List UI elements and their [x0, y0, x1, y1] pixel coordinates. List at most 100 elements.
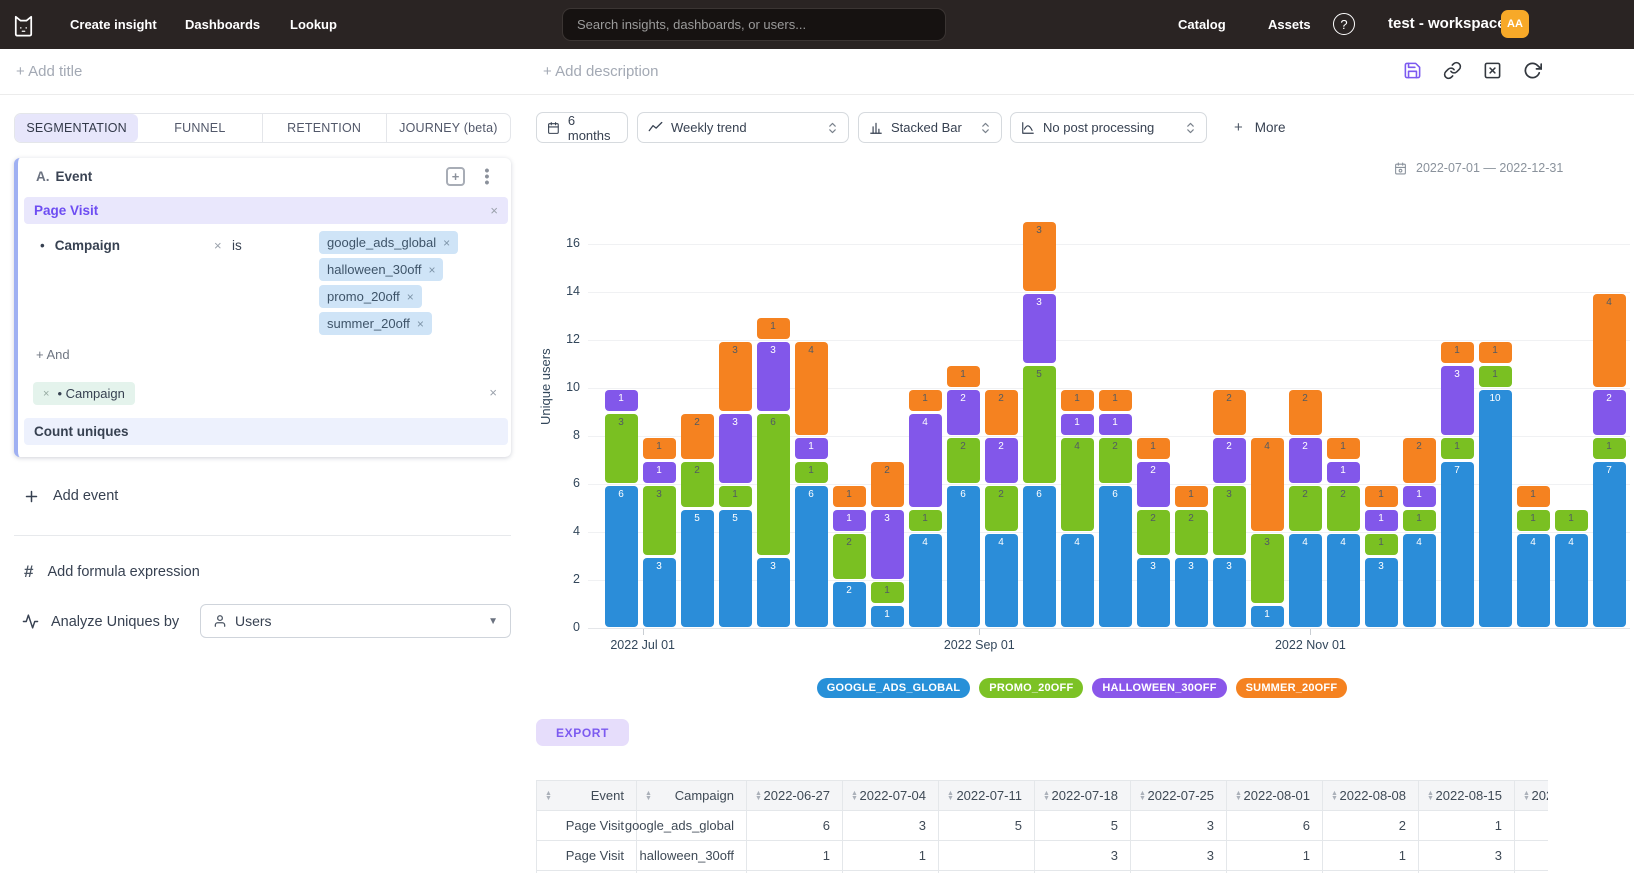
bar-segment[interactable]: 6 — [605, 486, 638, 627]
bar-segment[interactable]: 2 — [1213, 438, 1246, 483]
remove-value-icon[interactable]: × — [443, 236, 450, 250]
bar-segment[interactable]: 4 — [1251, 438, 1284, 531]
bar-segment[interactable]: 1 — [1441, 438, 1474, 459]
bar-segment[interactable]: 4 — [1061, 438, 1094, 531]
table-header-cell[interactable]: ▲▼Event — [537, 781, 637, 811]
tab-segmentation[interactable]: SEGMENTATION — [15, 114, 138, 142]
filter-property[interactable]: •Campaign — [40, 238, 120, 253]
close-square-icon[interactable] — [1483, 61, 1503, 81]
bar-segment[interactable]: 1 — [1365, 534, 1398, 555]
bar-segment[interactable]: 1 — [1061, 414, 1094, 435]
bar-segment[interactable]: 3 — [719, 342, 752, 411]
nav-assets[interactable]: Assets — [1268, 17, 1311, 32]
bar-segment[interactable]: 6 — [757, 414, 790, 555]
bar-segment[interactable]: 2 — [985, 486, 1018, 531]
bar-segment[interactable]: 1 — [1555, 510, 1588, 531]
aggregation-selector[interactable]: Count uniques — [24, 418, 508, 445]
bar-segment[interactable]: 1 — [719, 486, 752, 507]
filter-value-tag[interactable]: google_ads_global× — [319, 231, 458, 254]
bar-segment[interactable]: 2 — [1213, 390, 1246, 435]
tab-funnel[interactable]: FUNNEL — [138, 114, 261, 142]
chart-type-select[interactable]: Stacked Bar — [858, 112, 1002, 143]
selected-event[interactable]: Page Visit × — [24, 197, 508, 224]
legend-item[interactable]: HALLOWEEN_30OFF — [1092, 678, 1226, 698]
bar-segment[interactable]: 4 — [1061, 534, 1094, 627]
bar-segment[interactable]: 7 — [1593, 462, 1626, 627]
bar-segment[interactable]: 1 — [909, 510, 942, 531]
bar-segment[interactable]: 5 — [1023, 366, 1056, 483]
bar-segment[interactable]: 3 — [719, 414, 752, 483]
trend-select[interactable]: Weekly trend — [637, 112, 849, 143]
bar-segment[interactable]: 1 — [1403, 510, 1436, 531]
bar-segment[interactable]: 1 — [1175, 486, 1208, 507]
bar-segment[interactable]: 1 — [1137, 438, 1170, 459]
bar-segment[interactable]: 1 — [1403, 486, 1436, 507]
date-range[interactable]: 2022-07-01 — 2022-12-31 — [1394, 161, 1563, 175]
table-header-cell[interactable]: ▲▼Campaign — [637, 781, 747, 811]
bar-segment[interactable]: 2 — [833, 534, 866, 579]
legend-item[interactable]: SUMMER_20OFF — [1236, 678, 1348, 698]
bar-segment[interactable]: 2 — [833, 582, 866, 627]
bar-segment[interactable]: 1 — [1441, 342, 1474, 363]
bar-segment[interactable]: 2 — [1099, 438, 1132, 483]
bar-segment[interactable]: 1 — [1251, 606, 1284, 627]
bar-segment[interactable]: 3 — [605, 414, 638, 483]
filter-value-tag[interactable]: promo_20off× — [319, 285, 422, 308]
bar-segment[interactable]: 4 — [1517, 534, 1550, 627]
sort-icon[interactable]: ▲▼ — [1043, 791, 1050, 801]
bar-segment[interactable]: 4 — [1327, 534, 1360, 627]
remove-value-icon[interactable]: × — [428, 263, 435, 277]
bar-segment[interactable]: 2 — [985, 438, 1018, 483]
bar-segment[interactable]: 2 — [1175, 510, 1208, 555]
export-button[interactable]: EXPORT — [536, 719, 629, 746]
bar-segment[interactable]: 4 — [1593, 294, 1626, 387]
bar-segment[interactable]: 3 — [1251, 534, 1284, 603]
bar-segment[interactable]: 3 — [1023, 222, 1056, 291]
bar-segment[interactable]: 2 — [947, 438, 980, 483]
avatar[interactable]: AA — [1501, 10, 1529, 38]
table-header-cell[interactable]: ▲▼2022-08-22 — [1515, 781, 1548, 811]
sort-icon[interactable]: ▲▼ — [1139, 791, 1146, 801]
filter-operator[interactable]: is — [232, 238, 242, 253]
bar-segment[interactable]: 1 — [871, 582, 904, 603]
bar-segment[interactable]: 1 — [1365, 486, 1398, 507]
add-and-condition[interactable]: + And — [36, 347, 70, 362]
table-header-cell[interactable]: ▲▼2022-07-25 — [1131, 781, 1227, 811]
workspace-name[interactable]: test - workspace — [1388, 15, 1506, 32]
bar-segment[interactable]: 3 — [643, 486, 676, 555]
bar-segment[interactable]: 1 — [871, 606, 904, 627]
bar-segment[interactable]: 2 — [985, 390, 1018, 435]
bar-segment[interactable]: 1 — [757, 318, 790, 339]
post-processing-select[interactable]: No post processing — [1010, 112, 1207, 143]
remove-value-icon[interactable]: × — [407, 290, 414, 304]
bar-segment[interactable]: 1 — [1479, 366, 1512, 387]
bar-segment[interactable]: 2 — [1327, 486, 1360, 531]
bar-segment[interactable]: 1 — [1099, 390, 1132, 411]
nav-catalog[interactable]: Catalog — [1178, 17, 1226, 32]
add-description-button[interactable]: + Add description — [543, 63, 659, 80]
bar-segment[interactable]: 1 — [605, 390, 638, 411]
add-event-button[interactable]: Add event — [24, 488, 118, 504]
sort-icon[interactable]: ▲▼ — [1235, 791, 1242, 801]
bar-segment[interactable]: 2 — [1403, 438, 1436, 483]
bar-segment[interactable]: 6 — [947, 486, 980, 627]
link-icon[interactable] — [1443, 61, 1463, 81]
bar-segment[interactable]: 4 — [795, 342, 828, 435]
remove-breakdown-icon[interactable]: × — [43, 388, 49, 400]
time-window-button[interactable]: 6 months — [536, 112, 628, 143]
table-header-cell[interactable]: ▲▼2022-08-08 — [1323, 781, 1419, 811]
remove-event-icon[interactable]: × — [490, 203, 498, 218]
bar-segment[interactable]: 1 — [833, 486, 866, 507]
tab-journey-beta-[interactable]: JOURNEY (beta) — [386, 114, 510, 142]
filter-value-tag[interactable]: summer_20off× — [319, 312, 432, 335]
bar-segment[interactable]: 3 — [757, 558, 790, 627]
add-title-button[interactable]: + Add title — [16, 63, 82, 80]
bar-segment[interactable]: 1 — [833, 510, 866, 531]
table-header-cell[interactable]: ▲▼2022-06-27 — [747, 781, 843, 811]
bar-segment[interactable]: 1 — [1593, 438, 1626, 459]
sort-icon[interactable]: ▲▼ — [1427, 791, 1434, 801]
analyze-by-select[interactable]: Users ▼ — [200, 604, 511, 638]
add-filter-icon[interactable]: + — [446, 167, 465, 186]
help-icon[interactable]: ? — [1333, 13, 1355, 35]
bar-segment[interactable]: 1 — [1061, 390, 1094, 411]
